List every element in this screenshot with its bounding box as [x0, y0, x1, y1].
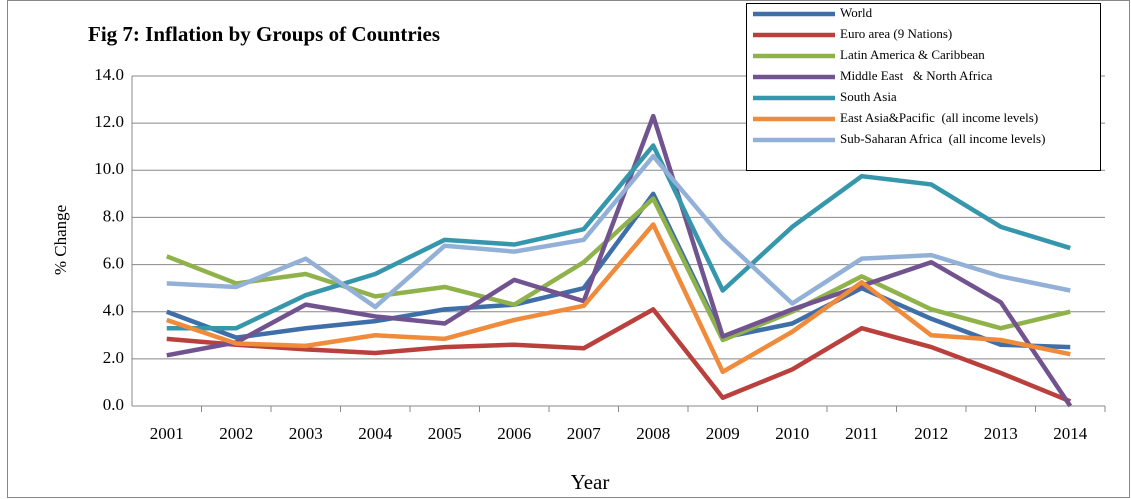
x-tick-label: 2011	[845, 424, 878, 443]
y-axis-label: % Change	[51, 205, 70, 275]
series-line	[166, 222, 1071, 375]
legend-label: Sub-Saharan Africa (all income levels)	[840, 131, 1045, 146]
y-tick-label: 0.0	[103, 395, 124, 414]
x-tick-label: 2012	[914, 424, 948, 443]
series-line	[166, 307, 1072, 404]
frame	[7, 0, 1130, 498]
x-axis-label: Year	[571, 470, 610, 494]
y-tick-label: 2.0	[103, 348, 124, 367]
x-tick-label: 2008	[636, 424, 670, 443]
legend-box	[746, 3, 1101, 171]
y-tick-label: 4.0	[103, 301, 124, 320]
legend-label: East Asia&Pacific (all income levels)	[840, 110, 1038, 125]
x-tick-label: 2014	[1053, 424, 1088, 443]
x-tick-label: 2010	[775, 424, 809, 443]
legend-label: Latin America & Caribbean	[840, 47, 985, 62]
y-tick-label: 8.0	[103, 206, 124, 225]
series-line	[166, 143, 1071, 331]
y-tick-label: 12.0	[94, 112, 124, 131]
y-tick-label: 10.0	[94, 159, 124, 178]
series-line	[165, 196, 1071, 343]
series-line	[166, 153, 1071, 310]
x-tick-label: 2009	[706, 424, 740, 443]
x-tick-label: 2007	[567, 424, 602, 443]
legend-label: Middle East & North Africa	[840, 68, 993, 83]
series-line	[165, 191, 1071, 350]
x-tick-label: 2006	[497, 424, 531, 443]
x-tick-label: 2001	[150, 424, 184, 443]
chart-title: Fig 7: Inflation by Groups of Countries	[88, 22, 440, 46]
x-tick-label: 2003	[289, 424, 323, 443]
legend-label: South Asia	[840, 89, 897, 104]
x-tick-label: 2004	[358, 424, 393, 443]
x-tick-label: 2002	[219, 424, 253, 443]
y-tick-label: 14.0	[94, 65, 124, 84]
legend-label: Euro area (9 Nations)	[840, 26, 952, 41]
legend-label: World	[840, 5, 873, 20]
series-line	[166, 113, 1073, 408]
y-tick-label: 6.0	[103, 253, 124, 272]
x-tick-label: 2005	[428, 424, 462, 443]
x-tick-label: 2013	[984, 424, 1018, 443]
